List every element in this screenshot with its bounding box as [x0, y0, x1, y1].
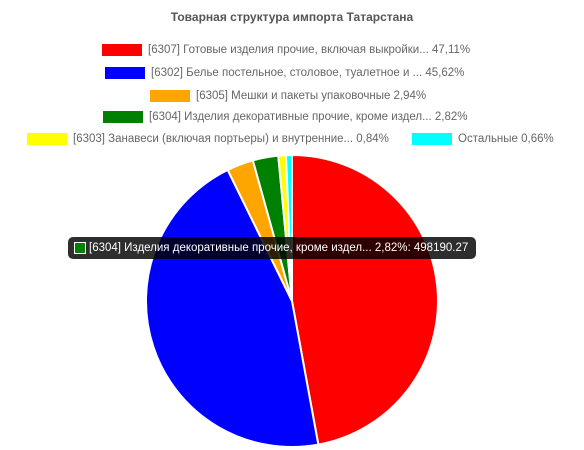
legend-label: Остальные 0,66%	[458, 133, 554, 145]
legend-swatch	[103, 111, 143, 123]
legend-label: [6304] Изделия декоративные прочие, кром…	[149, 111, 468, 123]
pie-slice[interactable]	[284, 154, 293, 302]
legend-swatch	[105, 67, 145, 79]
legend-label: [6307] Готовые изделия прочие, включая в…	[148, 44, 471, 56]
tooltip: [6304] Изделия декоративные прочие, кром…	[68, 237, 477, 259]
legend-swatch	[150, 90, 190, 102]
legend-swatch	[102, 44, 142, 56]
legend-label: [6302] Белье постельное, столовое, туале…	[151, 67, 465, 79]
pie-slice[interactable]	[291, 154, 439, 446]
legend-label: [6305] Мешки и пакеты упаковочные 2,94%	[196, 90, 427, 102]
legend-swatch	[27, 133, 67, 145]
tooltip-text: [6304] Изделия декоративные прочие, кром…	[89, 242, 469, 254]
legend-label: [6303] Занавеси (включая портьеры) и вну…	[73, 133, 389, 145]
legend-swatch	[412, 133, 452, 145]
tooltip-swatch	[74, 242, 86, 254]
chart-title: Товарная структура импорта Татарстана	[170, 10, 414, 24]
